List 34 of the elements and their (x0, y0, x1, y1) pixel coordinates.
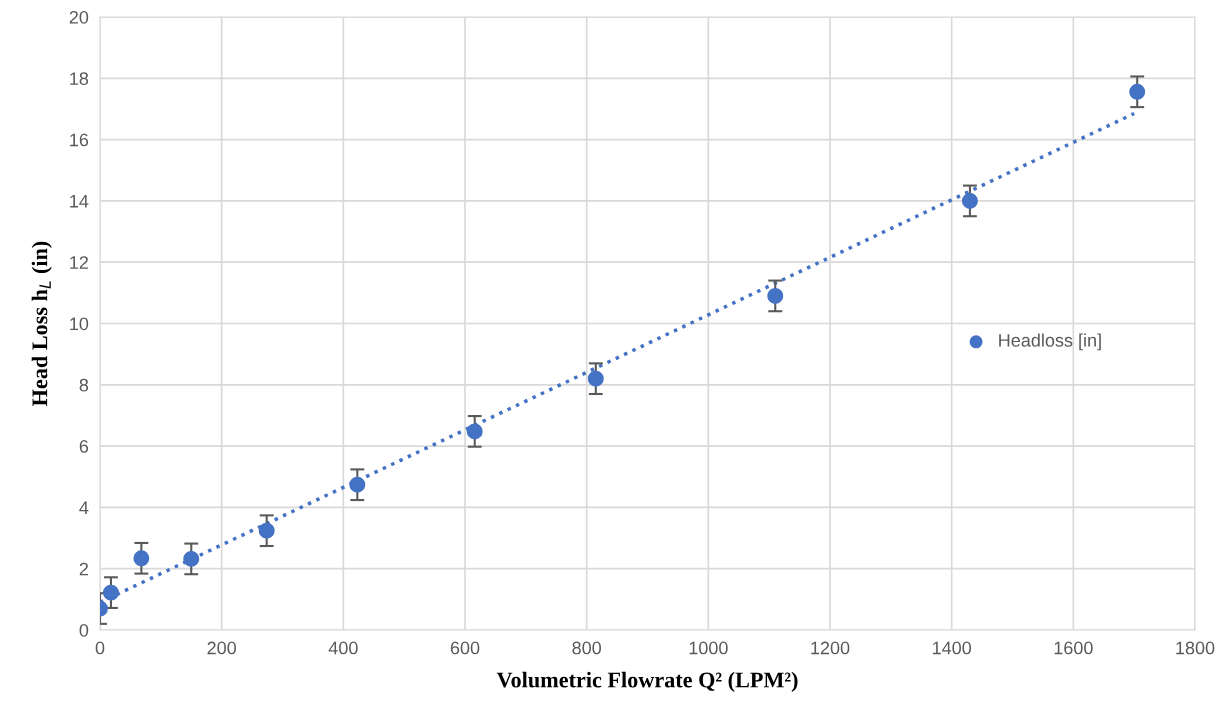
point (102, 584, 119, 601)
x-tick-label: 0 (95, 641, 105, 655)
y-tick-label: 6 (79, 440, 89, 453)
y-tick-label: 16 (70, 133, 89, 147)
point (258, 522, 275, 539)
x-tick-label: 1400 (932, 641, 972, 655)
x-axis-title: Volumetric Flowrate Q² (LPM²) (496, 671, 798, 692)
point (961, 192, 978, 209)
point (587, 370, 604, 387)
x-tick-label: 800 (572, 641, 602, 655)
point (466, 423, 483, 440)
x-tick-label: 1000 (689, 641, 728, 655)
y-tick-label: 12 (70, 256, 88, 269)
point (183, 550, 200, 567)
y-tick-label: 2 (79, 562, 88, 576)
y-tick-label: 18 (70, 72, 89, 86)
point (767, 287, 784, 304)
point (1129, 83, 1146, 100)
y-tick-label: 10 (70, 317, 89, 331)
y-axis-title: Head Loss h$_{L}$ (in) (31, 241, 52, 407)
x-tick-label: 1200 (811, 641, 850, 655)
legend-label: Headloss [in] (999, 333, 1101, 351)
y-tick-label: 14 (70, 195, 89, 208)
x-tick-label: 600 (450, 641, 480, 655)
y-tick-label: 4 (79, 501, 89, 514)
point (133, 550, 150, 567)
y-tick-label: 8 (79, 378, 89, 392)
x-tick-label: 1600 (1054, 641, 1093, 655)
y-tick-label: 20 (69, 10, 89, 24)
x-tick-label: 1800 (1176, 641, 1215, 655)
y-tick-label: 0 (79, 623, 89, 637)
x-tick-label: 400 (328, 641, 358, 655)
point (349, 476, 366, 493)
x-tick-label: 200 (207, 641, 237, 655)
